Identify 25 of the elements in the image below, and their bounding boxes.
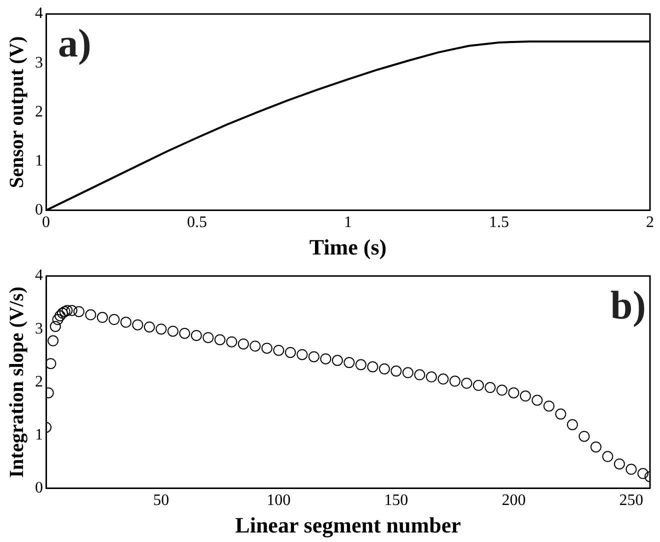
y-tick-label: 0	[35, 202, 43, 219]
x-tick-label: 100	[266, 492, 291, 510]
x-tick-label: 2	[646, 214, 654, 232]
y-tick-label: 4	[35, 267, 43, 284]
x-tick-label: 150	[384, 492, 408, 510]
annotation: a)	[58, 20, 92, 66]
y-tick-label: 2	[35, 103, 43, 120]
y-tick-label: 4	[35, 5, 43, 22]
y-tick-label: 1	[35, 426, 43, 444]
x-tick-label: 1.5	[489, 214, 509, 232]
annotation: b)	[610, 282, 646, 328]
y-axis-title: Sensor output (V)	[6, 36, 28, 188]
x-tick-label: 50	[153, 492, 170, 510]
y-tick-label: 3	[35, 54, 43, 72]
y-tick-label: 3	[35, 320, 43, 338]
y-axis-title: Integration slope (V/s)	[6, 286, 28, 478]
y-tick-label: 2	[35, 373, 43, 390]
x-axis-title: Linear segment number	[235, 512, 462, 538]
x-tick-label: 200	[502, 492, 526, 510]
y-tick-label: 1	[35, 152, 43, 170]
y-tick-label: 0	[35, 480, 43, 497]
x-tick-label: 0.5	[187, 214, 207, 232]
x-tick-label: 250	[619, 492, 644, 510]
x-axis-title: Time (s)	[309, 234, 387, 260]
x-tick-label: 1	[344, 214, 352, 232]
